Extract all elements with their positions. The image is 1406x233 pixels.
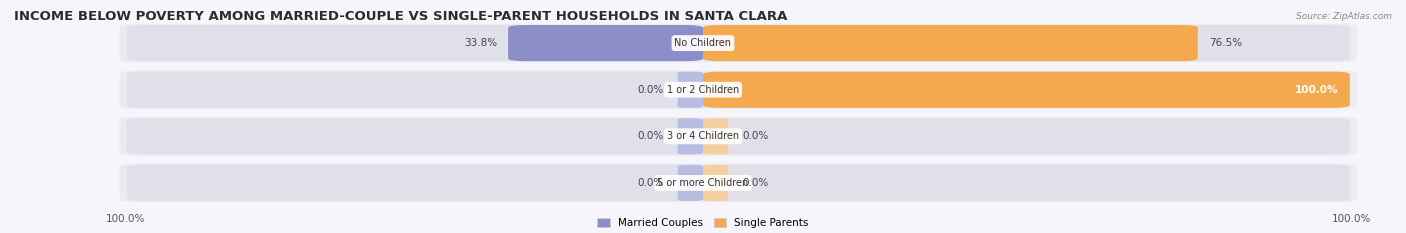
Text: 76.5%: 76.5% [1209, 38, 1241, 48]
FancyBboxPatch shape [120, 164, 1357, 202]
FancyBboxPatch shape [703, 118, 1350, 154]
FancyBboxPatch shape [678, 165, 703, 201]
FancyBboxPatch shape [703, 25, 1350, 61]
Text: 1 or 2 Children: 1 or 2 Children [666, 85, 740, 95]
Text: 0.0%: 0.0% [742, 178, 769, 188]
Text: No Children: No Children [675, 38, 731, 48]
Text: 0.0%: 0.0% [742, 131, 769, 141]
FancyBboxPatch shape [120, 117, 1357, 156]
Text: Source: ZipAtlas.com: Source: ZipAtlas.com [1296, 12, 1392, 21]
FancyBboxPatch shape [703, 165, 1350, 201]
FancyBboxPatch shape [678, 118, 703, 154]
Text: 0.0%: 0.0% [637, 178, 664, 188]
FancyBboxPatch shape [120, 70, 1357, 109]
Text: 5 or more Children: 5 or more Children [658, 178, 748, 188]
FancyBboxPatch shape [120, 24, 1357, 62]
FancyBboxPatch shape [508, 25, 703, 61]
Legend: Married Couples, Single Parents: Married Couples, Single Parents [598, 218, 808, 228]
Text: 100.0%: 100.0% [1295, 85, 1339, 95]
FancyBboxPatch shape [703, 72, 1350, 108]
Text: 100.0%: 100.0% [1331, 214, 1371, 224]
FancyBboxPatch shape [703, 165, 728, 201]
FancyBboxPatch shape [703, 25, 1198, 61]
FancyBboxPatch shape [703, 72, 1350, 108]
FancyBboxPatch shape [127, 72, 703, 108]
Text: 0.0%: 0.0% [637, 131, 664, 141]
FancyBboxPatch shape [127, 118, 703, 154]
FancyBboxPatch shape [703, 118, 728, 154]
FancyBboxPatch shape [678, 72, 703, 108]
FancyBboxPatch shape [127, 25, 703, 61]
FancyBboxPatch shape [127, 165, 703, 201]
Text: 0.0%: 0.0% [637, 85, 664, 95]
Text: 33.8%: 33.8% [464, 38, 496, 48]
Text: 100.0%: 100.0% [105, 214, 145, 224]
Text: INCOME BELOW POVERTY AMONG MARRIED-COUPLE VS SINGLE-PARENT HOUSEHOLDS IN SANTA C: INCOME BELOW POVERTY AMONG MARRIED-COUPL… [14, 10, 787, 23]
Text: 3 or 4 Children: 3 or 4 Children [666, 131, 740, 141]
